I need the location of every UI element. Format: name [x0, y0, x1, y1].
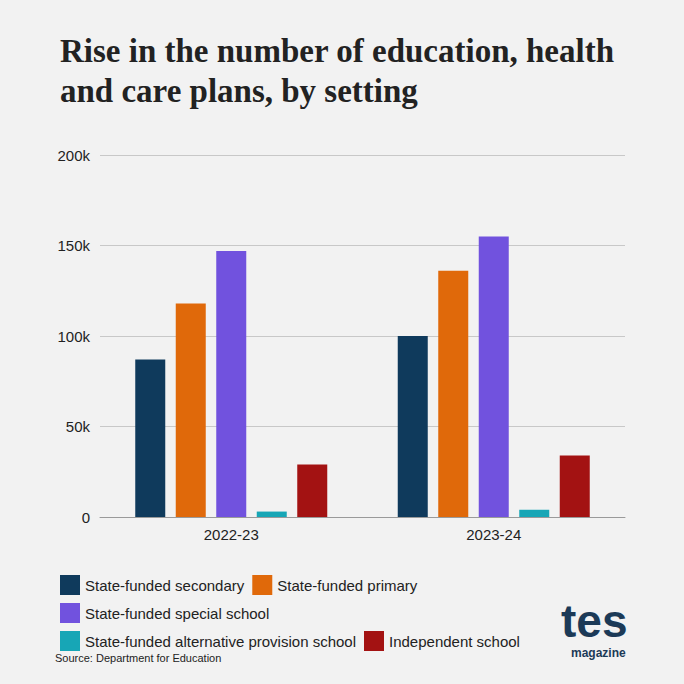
svg-text:State-funded special school: State-funded special school: [85, 605, 269, 622]
svg-text:tes: tes: [561, 595, 627, 647]
svg-text:State-funded secondary: State-funded secondary: [85, 577, 245, 594]
svg-text:2022-23: 2022-23: [204, 526, 259, 543]
svg-text:100k: 100k: [57, 328, 90, 345]
svg-text:Rise in the number of educatio: Rise in the number of education, health: [60, 33, 622, 69]
svg-text:0: 0: [82, 509, 90, 526]
svg-text:State-funded alternative provi: State-funded alternative provision schoo…: [85, 633, 356, 650]
svg-text:150k: 150k: [57, 237, 90, 254]
svg-text:Independent school: Independent school: [389, 633, 520, 650]
svg-text:and care plans, by setting: and care plans, by setting: [60, 73, 418, 109]
svg-text:200k: 200k: [57, 147, 90, 164]
svg-text:magazine: magazine: [571, 646, 626, 660]
svg-text:50k: 50k: [66, 418, 91, 435]
svg-text:State-funded primary: State-funded primary: [277, 577, 418, 594]
svg-text:2023-24: 2023-24: [466, 526, 521, 543]
svg-text:Source: Department for Educati: Source: Department for Education: [55, 652, 221, 664]
